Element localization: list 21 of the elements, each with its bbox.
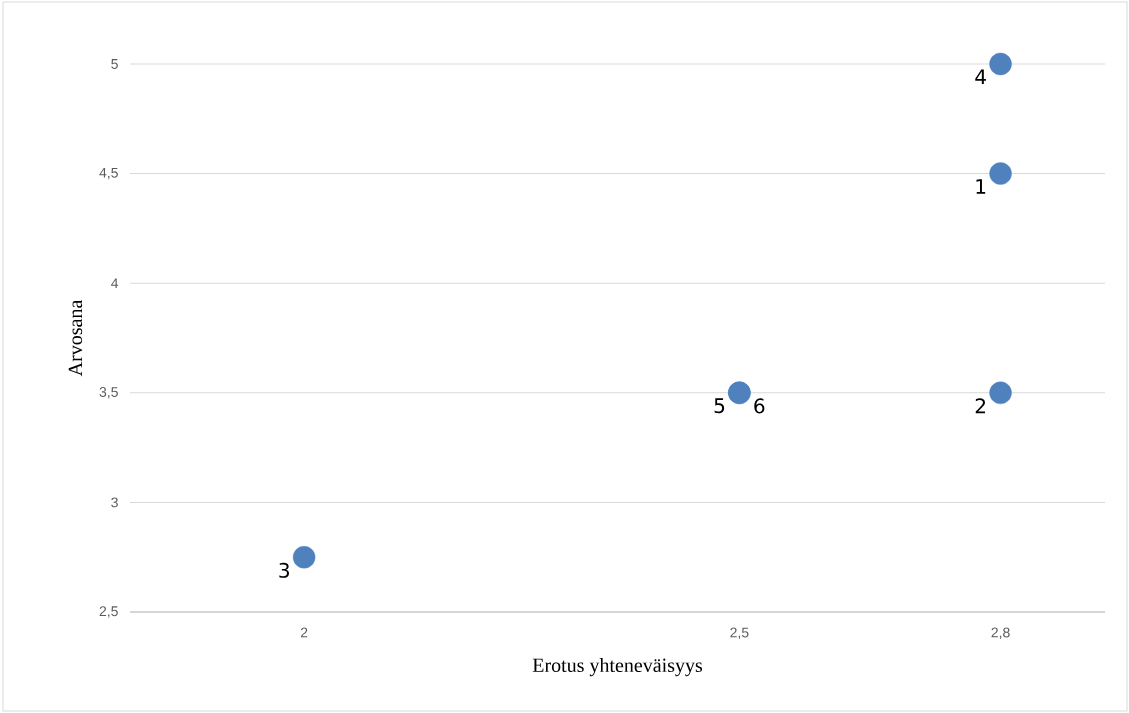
y-tick-label: 4,5: [99, 167, 118, 180]
y-tick-label: 2,5: [99, 606, 118, 618]
y-tick-label: 3,5: [99, 387, 118, 399]
y-tick-label: 5: [111, 59, 118, 69]
x-axis-title: Erotus yhteneväisyys: [532, 657, 703, 677]
annotation: 3: [279, 562, 289, 578]
x-tick-label: 2: [300, 627, 308, 638]
point: [989, 381, 1012, 404]
annotation: 2: [975, 398, 986, 414]
x-tick-label: 2,8: [991, 627, 1010, 640]
point: [989, 162, 1012, 185]
y-axis-title: Arvosana: [68, 299, 83, 377]
point: [989, 52, 1012, 76]
x-tick-label: 2,5: [730, 627, 749, 640]
annotation: 6: [754, 398, 765, 414]
annotation: 4: [975, 69, 986, 85]
annotation: 1: [976, 179, 986, 194]
y-tick-label: 4: [111, 278, 119, 289]
point: [292, 546, 316, 569]
y-tick-label: 3: [111, 497, 118, 508]
annotation: 5: [714, 398, 725, 414]
